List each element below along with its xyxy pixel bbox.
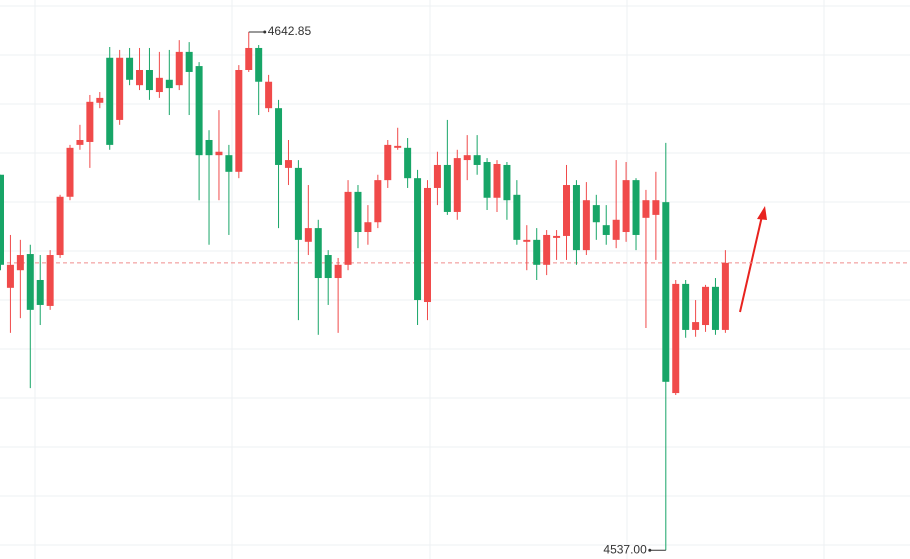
candle-body: [185, 51, 193, 72]
arrow-head: [757, 206, 767, 220]
candle-body: [56, 196, 64, 256]
max-pointer-dot: [263, 30, 267, 34]
candle-body: [632, 180, 640, 235]
candle-body: [96, 97, 104, 103]
candle-body: [6, 264, 14, 288]
candle-body: [662, 202, 670, 382]
candle-body: [563, 185, 571, 236]
candle-body: [0, 174, 4, 265]
candle-body: [215, 151, 223, 156]
candle-body: [334, 264, 342, 279]
max-label: 4642.85: [268, 24, 312, 38]
candle-body: [66, 147, 74, 197]
candle-body: [493, 163, 501, 198]
candle-body: [443, 164, 451, 212]
candle-body: [523, 239, 531, 242]
candle-body: [344, 191, 352, 265]
candle-body: [394, 145, 402, 148]
candle-body: [652, 200, 660, 215]
candle-body: [165, 79, 173, 89]
candle-body: [284, 160, 292, 168]
trend-arrow: [739, 206, 767, 313]
candle-body: [36, 279, 44, 305]
candle-body: [76, 139, 84, 145]
candle-body: [265, 81, 273, 109]
candle-body: [483, 162, 491, 198]
candle-body: [86, 101, 94, 142]
candle-body: [26, 254, 34, 310]
candle-body: [106, 57, 114, 145]
candle-body: [513, 194, 521, 240]
candle-body: [503, 164, 511, 201]
candle-body: [423, 187, 431, 303]
candle-body: [582, 200, 590, 251]
candle-body: [612, 219, 620, 240]
candle-body: [682, 283, 690, 330]
candle-body: [195, 66, 203, 156]
candle-body: [404, 147, 412, 179]
candle-body: [364, 222, 372, 233]
candle-body: [602, 225, 610, 235]
candle-body: [572, 185, 580, 251]
min-label: 4537.00: [603, 542, 647, 556]
arrow-shaft: [739, 215, 763, 313]
candle-body: [255, 47, 263, 82]
candle-body: [553, 235, 561, 238]
candle-body: [473, 155, 481, 165]
candle-body: [721, 262, 729, 330]
candle-body: [225, 155, 233, 172]
candle-body: [642, 200, 650, 218]
candle-body: [622, 180, 630, 233]
candle-body: [711, 286, 719, 330]
candle-body: [543, 234, 551, 265]
candle-body: [126, 57, 134, 80]
candle-body: [354, 191, 362, 233]
candle-body: [533, 239, 541, 265]
candle-body: [453, 158, 461, 212]
candle-body: [433, 164, 441, 188]
candle-body: [702, 286, 710, 326]
candle-body: [692, 322, 700, 330]
candle-body: [414, 178, 422, 301]
candle-body: [136, 69, 144, 86]
candle-body: [205, 139, 213, 156]
candle-body: [235, 69, 243, 172]
candle-body: [384, 144, 392, 181]
candle-body: [592, 205, 600, 223]
candle-body: [46, 255, 54, 306]
min-pointer-dot: [648, 548, 652, 552]
candle-body: [16, 255, 24, 271]
candle-body: [672, 283, 680, 394]
candle-body: [304, 228, 312, 242]
candle-body: [463, 155, 471, 161]
candle-body: [374, 180, 382, 223]
candle-body: [116, 57, 124, 120]
candle-body: [294, 167, 302, 240]
candle-body: [175, 51, 183, 86]
candle-body: [275, 108, 283, 165]
candle-body: [145, 69, 153, 91]
candle-body: [245, 47, 253, 70]
candle-body: [155, 77, 163, 93]
candle-body: [324, 255, 332, 279]
candle-body: [314, 228, 322, 279]
